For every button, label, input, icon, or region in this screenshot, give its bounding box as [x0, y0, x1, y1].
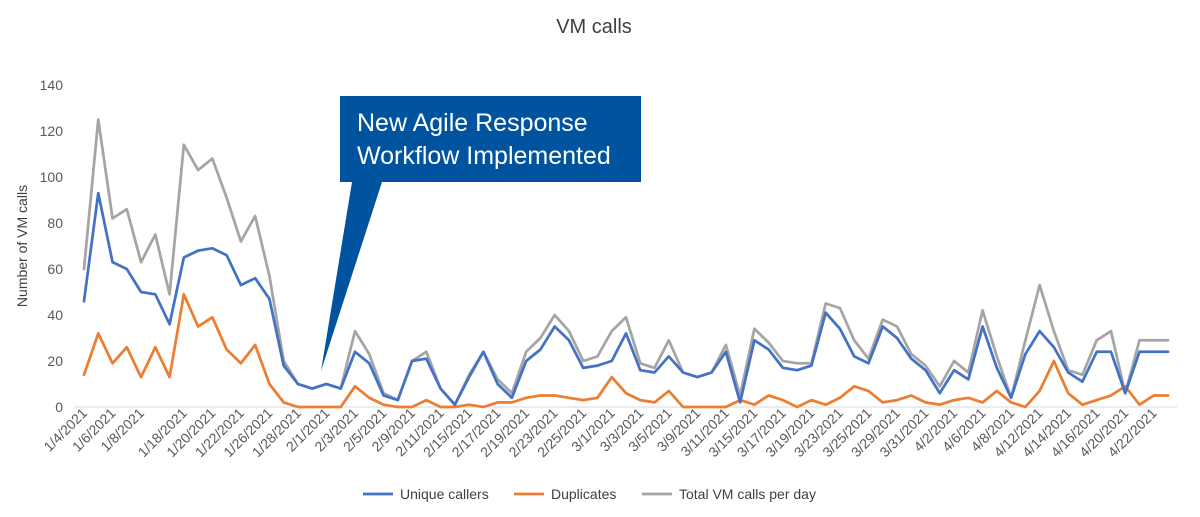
legend: Unique callers Duplicates Total VM calls p…	[363, 486, 816, 502]
callout-line-2: Workflow Implemented	[357, 142, 611, 170]
legend-label: Total VM calls per day	[679, 486, 816, 502]
y-axis: 0 20 40 60 80 100 120 140	[40, 77, 64, 415]
series-line-unique-callers	[82, 191, 1170, 407]
chart-title: VM calls	[556, 16, 632, 38]
callout-annotation: New Agile Response Workflow Implemented	[321, 96, 641, 371]
y-tick-label: 140	[40, 77, 64, 93]
callout-line-1: New Agile Response	[357, 109, 588, 137]
y-axis-title: Number of VM calls	[14, 185, 30, 307]
series-line-total-vm-calls-per-day	[82, 118, 1170, 407]
y-tick-label: 60	[47, 261, 63, 277]
legend-label: Unique callers	[400, 486, 489, 502]
series-line-duplicates	[82, 292, 1170, 409]
legend-label: Duplicates	[551, 486, 616, 502]
y-tick-label: 80	[47, 215, 63, 231]
y-tick-label: 20	[47, 353, 63, 369]
y-tick-label: 120	[40, 123, 64, 139]
y-tick-label: 0	[55, 399, 63, 415]
y-tick-label: 100	[40, 169, 64, 185]
y-tick-label: 40	[47, 307, 63, 323]
callout-box	[321, 96, 641, 371]
series-layer	[82, 118, 1170, 409]
